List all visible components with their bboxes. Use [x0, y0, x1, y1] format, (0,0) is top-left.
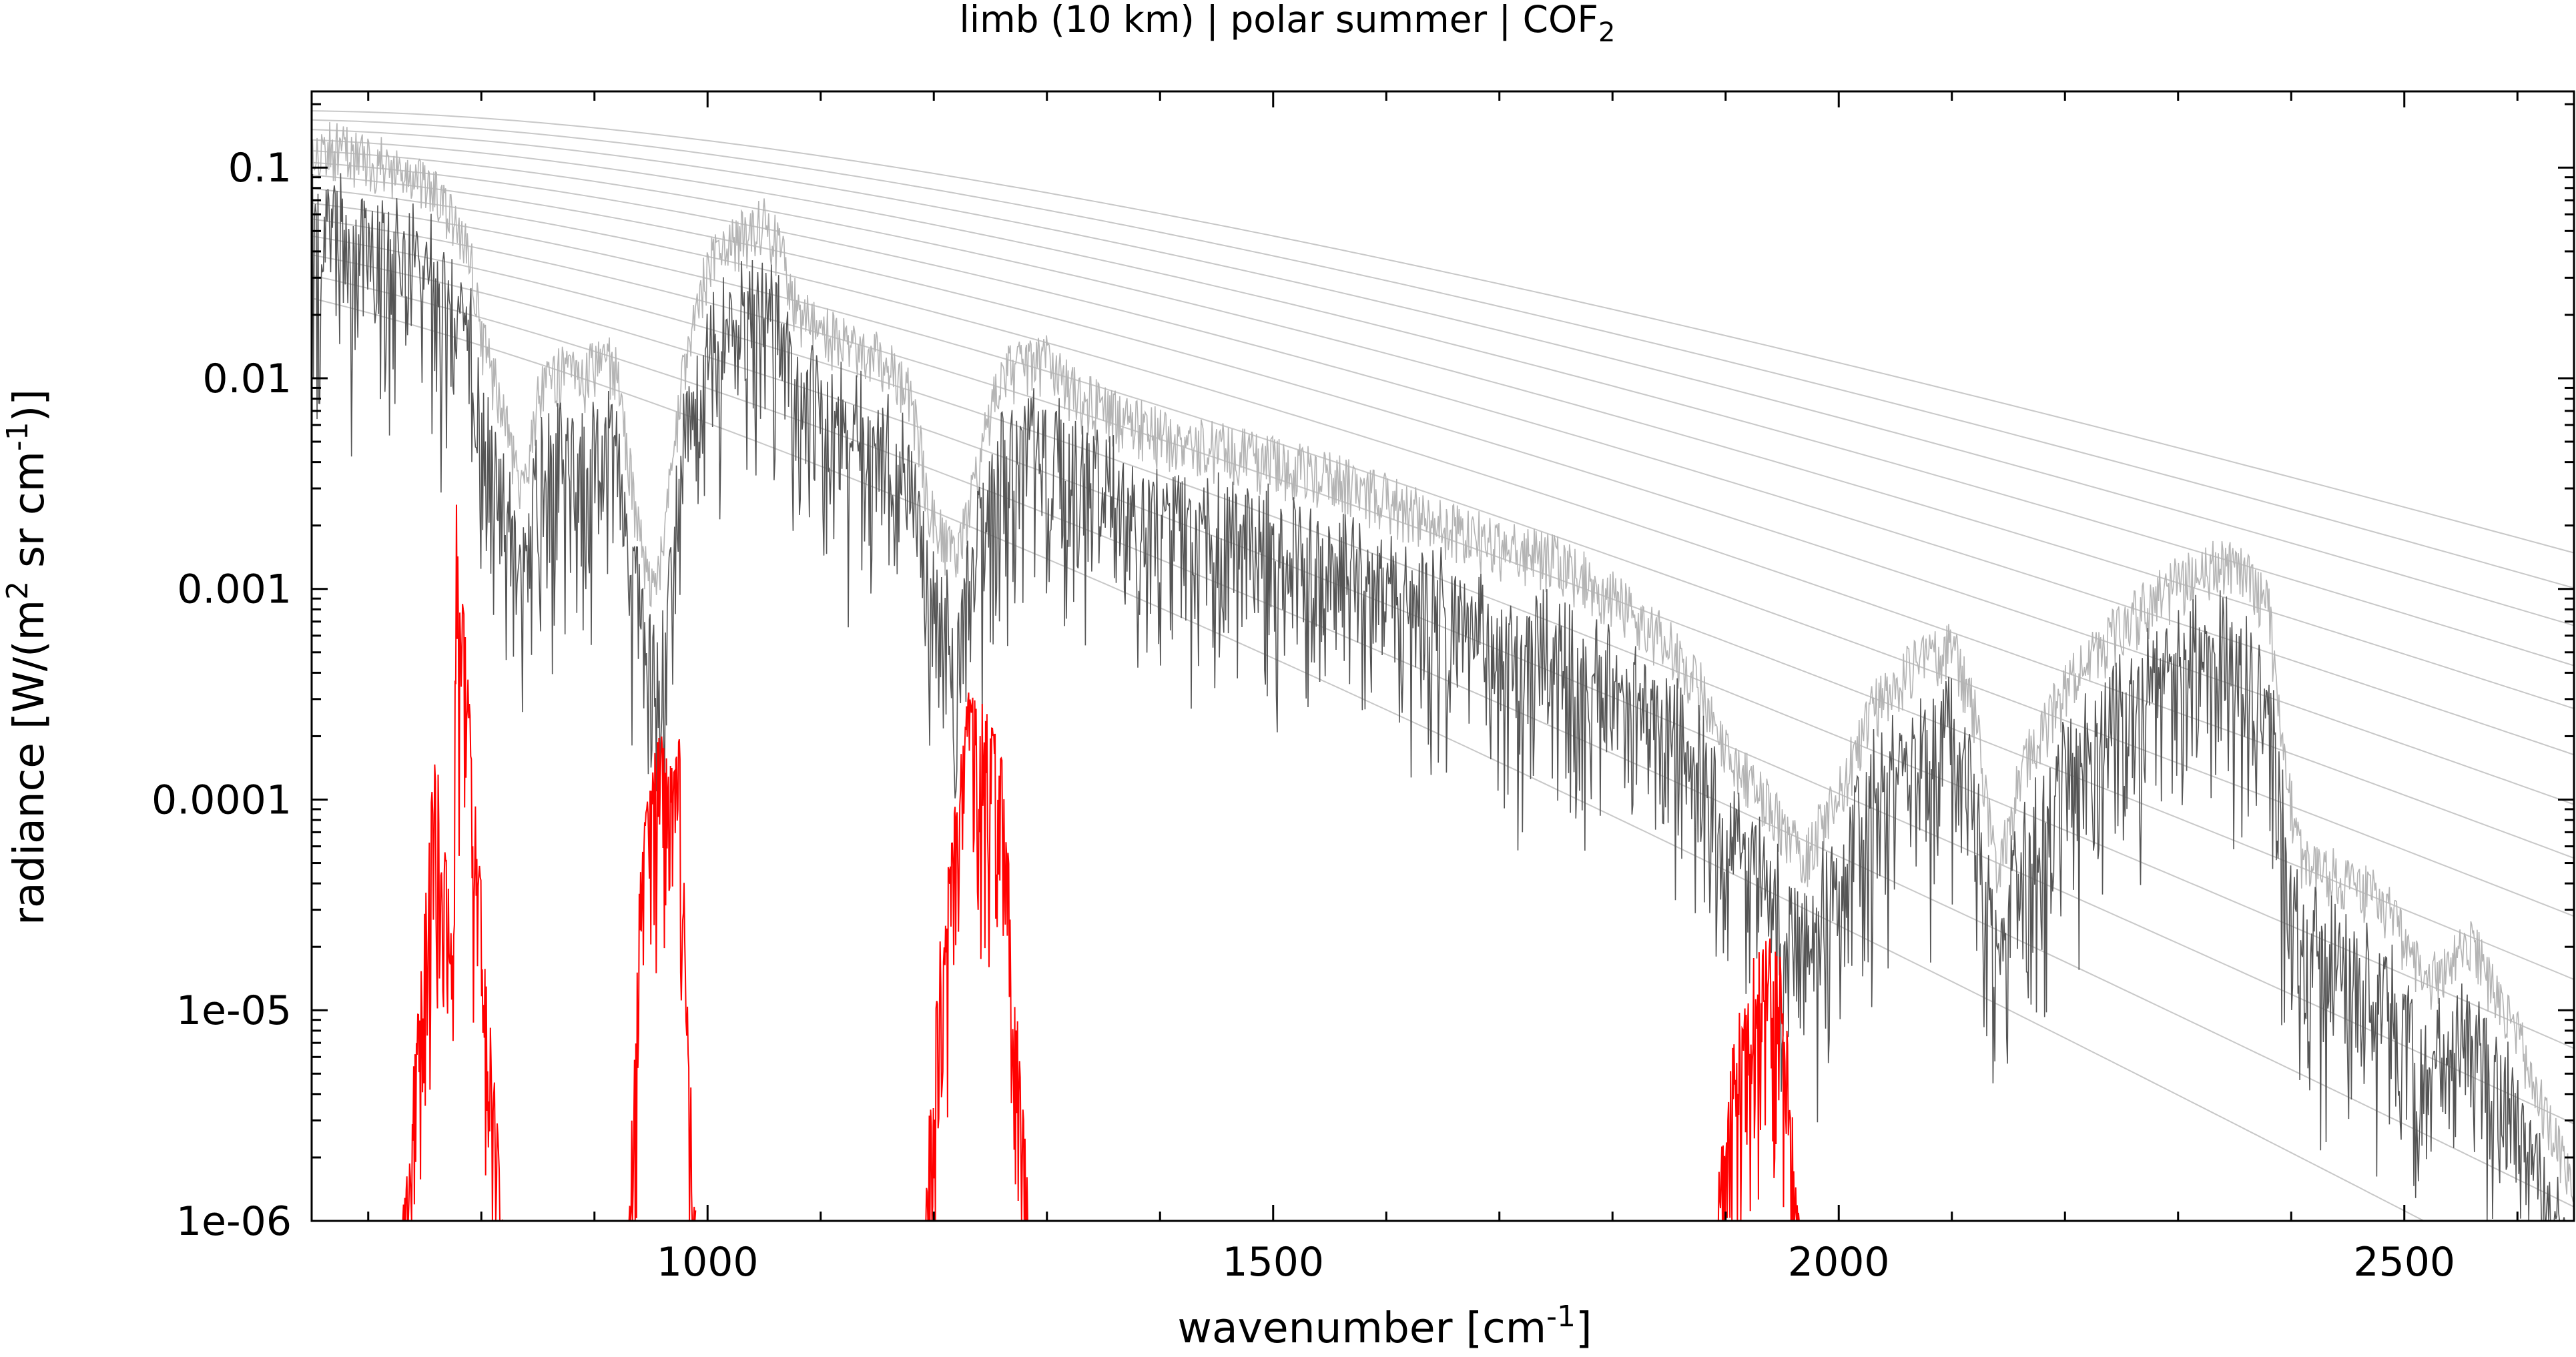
x-tick-label: 2000	[1788, 1239, 1890, 1286]
y-tick-marks	[312, 103, 2574, 1222]
planck-curve-250K	[312, 187, 2574, 859]
target-gas-series	[402, 504, 1800, 1221]
planck-curve-270K	[312, 161, 2574, 756]
planck-curve-300K	[312, 129, 2574, 626]
planck-curve-290K	[312, 139, 2574, 666]
y-tick-labels: 0.1 0.01 0.001 0.0001 1e-05 1e-06	[151, 145, 292, 1245]
target-gas-band-4	[1714, 938, 1800, 1221]
planck-curve-310K	[312, 119, 2574, 589]
y-axis-label: radiance [W/(m2 sr cm-1)]	[1, 389, 53, 925]
target-gas-band-2	[628, 736, 697, 1221]
x-tick-marks	[367, 91, 2519, 1221]
planck-curve-240K	[312, 202, 2574, 917]
planck-curve-220K	[312, 235, 2574, 1049]
y-tick-label: 0.001	[177, 566, 292, 613]
planck-curve-200K	[312, 274, 2574, 1208]
y-tick-label: 0.01	[202, 356, 292, 402]
target-gas-band-3	[922, 693, 1030, 1221]
planck-curve-280K	[312, 150, 2574, 710]
planck-curve-260K	[312, 174, 2574, 805]
x-tick-label: 1500	[1222, 1239, 1324, 1286]
total-radiance-line	[312, 173, 2573, 1221]
planck-curve-210K	[312, 254, 2574, 1125]
x-axis-label: wavenumber [cm-1]	[1177, 1300, 1592, 1352]
y-tick-label: 1e-06	[176, 1198, 292, 1245]
x-tick-label: 1000	[657, 1239, 759, 1286]
chart-title: limb (10 km) | polar summer | COF2	[960, 0, 1616, 48]
y-tick-label: 0.1	[228, 145, 292, 191]
y-tick-label: 0.0001	[151, 777, 292, 823]
total-radiance-light-line	[312, 121, 2574, 1202]
x-tick-labels: 1000 1500 2000 2500	[657, 1239, 2455, 1286]
planck-curve-320K	[312, 110, 2574, 554]
x-tick-label: 2500	[2353, 1239, 2455, 1286]
total-radiance-series	[312, 121, 2574, 1221]
target-gas-band-1	[402, 504, 504, 1221]
y-tick-label: 1e-05	[176, 987, 292, 1034]
plot-frame	[310, 90, 2575, 1222]
